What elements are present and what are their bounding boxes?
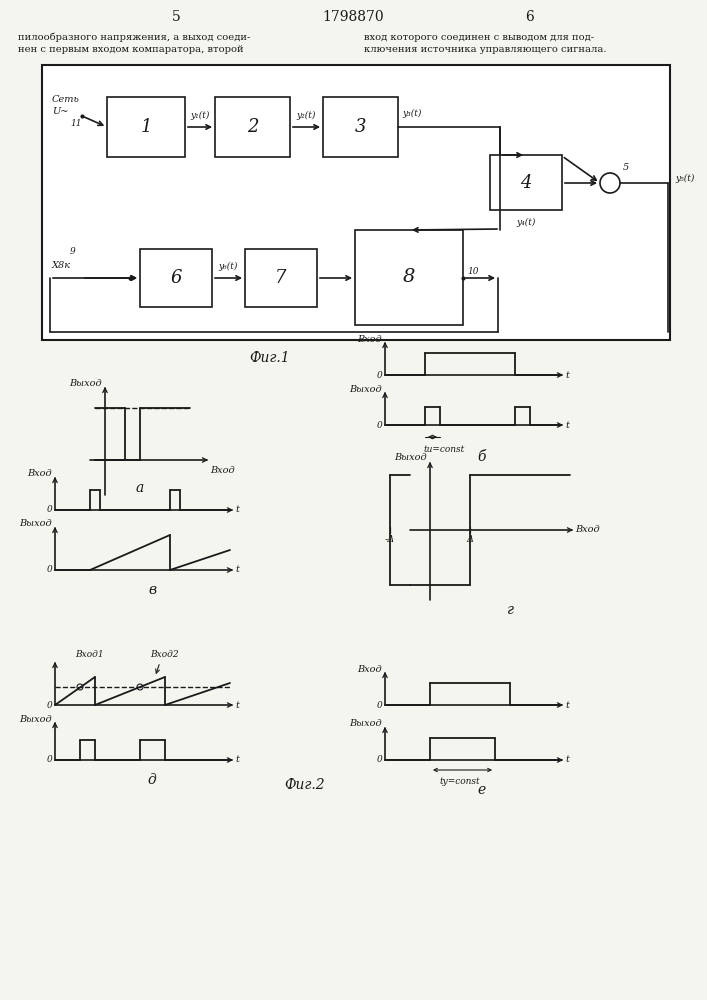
Text: г: г [506,603,513,617]
Text: ключения источника управляющего сигнала.: ключения источника управляющего сигнала. [364,45,607,54]
Text: 0: 0 [376,700,382,710]
Text: 10: 10 [467,267,479,276]
Text: Вход: Вход [357,664,382,674]
Text: 0: 0 [376,420,382,430]
Text: в: в [148,583,156,597]
Text: y₁(t): y₁(t) [190,111,210,120]
Text: 5: 5 [172,10,180,24]
Text: 0: 0 [46,756,52,764]
Text: Выход: Выход [349,720,382,728]
Text: t: t [565,700,569,710]
Text: y₃(t): y₃(t) [402,109,421,118]
Text: U~: U~ [52,107,69,116]
Text: Вход: Вход [210,466,235,475]
Text: 0: 0 [46,506,52,514]
Text: t: t [235,700,239,710]
Text: Выход: Выход [19,714,52,724]
Text: Вход2: Вход2 [150,650,179,659]
Text: X8к: X8к [52,260,71,269]
Text: t: t [235,756,239,764]
Bar [107,97,185,157]
Text: 0: 0 [46,566,52,574]
Text: y₂(t): y₂(t) [296,111,316,120]
Text: 8: 8 [403,268,415,286]
Bar [245,249,317,307]
Text: Фиг.2: Фиг.2 [285,778,325,792]
Text: y₄(t): y₄(t) [516,218,536,227]
Text: 0: 0 [46,700,52,710]
Text: -Δ: -Δ [385,535,395,544]
Bar [42,65,670,340]
Text: t: t [565,756,569,764]
Text: 1: 1 [140,118,152,136]
Text: t: t [235,566,239,574]
Text: 5: 5 [623,163,629,172]
Text: Выход: Выход [395,454,427,462]
Text: б: б [478,450,486,464]
Text: Δ: Δ [467,535,474,544]
Text: Выход: Выход [19,520,52,528]
Text: ty=const: ty=const [440,777,481,786]
Text: 6: 6 [170,269,182,287]
Bar [490,155,562,210]
Text: y₆(t): y₆(t) [218,262,238,271]
Circle shape [600,173,620,193]
Circle shape [77,684,83,690]
Text: 3: 3 [355,118,366,136]
Text: t: t [565,370,569,379]
Bar [140,249,212,307]
Text: 9: 9 [70,247,76,256]
Text: Выход: Выход [349,384,382,393]
Text: Вход: Вход [28,470,52,479]
Text: Вход: Вход [575,526,600,534]
Text: 4: 4 [520,174,532,192]
Text: 0: 0 [376,756,382,764]
Text: Вход1: Вход1 [75,650,104,659]
Text: д: д [148,773,156,787]
Text: y₅(t): y₅(t) [675,173,694,183]
Text: Вход: Вход [357,334,382,344]
Text: Фиг.1: Фиг.1 [250,351,291,365]
Bar [323,97,398,157]
Text: е: е [478,783,486,797]
Circle shape [137,684,143,690]
Text: 11: 11 [70,119,81,128]
Bar [355,230,463,325]
Text: 7: 7 [275,269,287,287]
Text: вход которого соединен с выводом для под-: вход которого соединен с выводом для под… [364,33,594,42]
Text: 6: 6 [525,10,534,24]
Text: t: t [565,420,569,430]
Bar [215,97,290,157]
Text: 2: 2 [247,118,258,136]
Text: t: t [235,506,239,514]
Text: пилообразного напряжения, а выход соеди-: пилообразного напряжения, а выход соеди- [18,33,250,42]
Text: 1798870: 1798870 [322,10,384,24]
Text: tu=const: tu=const [423,445,464,454]
Text: нен с первым входом компаратора, второй: нен с первым входом компаратора, второй [18,45,244,54]
Text: а: а [136,481,144,495]
Text: Выход: Выход [69,379,102,388]
Text: Сеть: Сеть [52,96,80,104]
Text: 0: 0 [376,370,382,379]
